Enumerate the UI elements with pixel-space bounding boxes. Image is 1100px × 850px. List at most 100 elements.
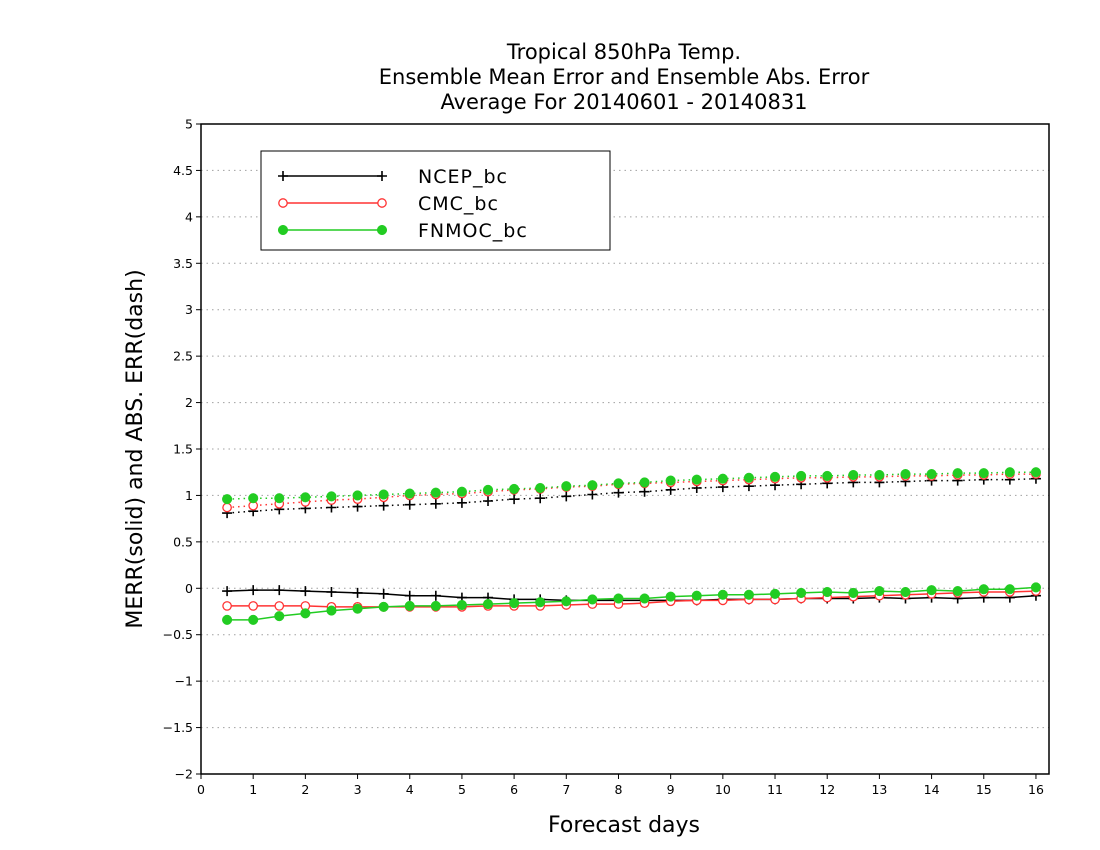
filled-circle-marker	[900, 469, 911, 480]
filled-circle-marker	[456, 486, 467, 497]
open-circle-marker	[222, 502, 232, 513]
plus-marker	[404, 590, 415, 601]
filled-circle-marker	[717, 473, 728, 484]
filled-circle-marker	[509, 483, 520, 494]
filled-circle-marker	[535, 597, 546, 608]
filled-circle-marker	[639, 593, 650, 604]
legend-label: CMC_bc	[418, 193, 499, 215]
filled-circle-marker	[978, 468, 989, 479]
legend-entry-fnmoc-bc: FNMOC_bc	[277, 220, 528, 242]
plus-marker	[535, 493, 546, 504]
x-tick-label: 1	[249, 782, 257, 797]
filled-circle-marker	[274, 493, 285, 504]
y-tick-label: 1.5	[173, 442, 193, 457]
open-circle-marker	[222, 601, 232, 611]
y-tick-label: −0.5	[163, 627, 193, 642]
series-layer	[222, 467, 1042, 625]
y-tick-label: 0	[185, 581, 193, 596]
plus-marker	[509, 494, 520, 505]
filled-circle-marker	[248, 493, 259, 504]
x-tick-label: 13	[871, 782, 887, 797]
plus-marker	[222, 586, 233, 597]
open-circle-marker	[377, 198, 387, 208]
filled-circle-marker	[1030, 582, 1042, 593]
filled-circle-marker	[277, 224, 289, 236]
legend-entry-ncep-bc: NCEP_bc	[278, 166, 508, 188]
open-circle-marker	[278, 198, 288, 208]
filled-circle-marker	[952, 468, 963, 479]
legend: NCEP_bc CMC_bc FNMOC_bc	[260, 150, 611, 251]
filled-circle-marker	[376, 224, 388, 236]
x-tick-label: 10	[715, 782, 731, 797]
x-tick-label: 0	[197, 782, 205, 797]
plus-marker	[278, 171, 288, 181]
y-tick-label: 5	[185, 117, 193, 132]
filled-circle-marker	[743, 589, 754, 600]
filled-circle-marker	[561, 596, 572, 607]
filled-circle-marker	[587, 594, 598, 605]
filled-circle-marker	[691, 590, 702, 601]
filled-circle-marker	[639, 477, 650, 488]
x-axis-label: Forecast days	[548, 813, 700, 838]
filled-circle-marker	[482, 484, 494, 495]
filled-circle-marker	[796, 470, 807, 481]
filled-circle-marker	[796, 587, 807, 598]
plus-marker	[483, 496, 494, 506]
y-tick-label: 0.5	[173, 534, 193, 549]
filled-circle-marker	[326, 491, 337, 502]
x-tick-label: 12	[819, 782, 835, 797]
plus-marker	[378, 588, 389, 599]
plus-marker	[456, 497, 467, 508]
title-line-3: Average For 20140601 - 20140831	[440, 90, 807, 114]
open-circle-marker	[274, 601, 285, 611]
plus-marker	[561, 491, 572, 502]
legend-label: NCEP_bc	[418, 166, 508, 188]
filled-circle-marker	[1030, 467, 1042, 478]
filled-circle-marker	[300, 492, 311, 503]
filled-circle-marker	[978, 584, 989, 595]
filled-circle-marker	[1004, 467, 1015, 478]
series-fnmoc-bc	[222, 467, 1042, 625]
filled-circle-marker	[456, 599, 467, 611]
filled-circle-marker	[404, 488, 415, 499]
x-tick-label: 3	[354, 782, 362, 797]
y-tick-label: −1.5	[163, 720, 193, 735]
plus-marker	[430, 498, 441, 509]
plus-marker	[639, 486, 650, 497]
filled-circle-marker	[874, 469, 885, 481]
x-tick-label: 6	[510, 782, 518, 797]
y-tick-label: 2	[185, 395, 193, 410]
open-circle-marker	[248, 601, 259, 611]
abs-err-line	[227, 473, 1036, 509]
plus-marker	[377, 171, 387, 181]
y-tick-label: 4.5	[173, 163, 193, 178]
x-tick-label: 8	[615, 782, 623, 797]
filled-circle-marker	[326, 605, 337, 616]
x-tick-label: 7	[562, 782, 570, 797]
filled-circle-marker	[404, 600, 415, 611]
y-tick-label: −1	[175, 674, 193, 689]
filled-circle-marker	[482, 599, 494, 610]
plus-marker	[274, 585, 285, 596]
y-tick-label: 4	[185, 209, 193, 224]
filled-circle-marker	[352, 490, 363, 501]
y-tick-label: −2	[175, 767, 193, 782]
y-tick-label: 3	[185, 302, 193, 317]
filled-circle-marker	[743, 472, 754, 483]
plus-marker	[378, 500, 389, 511]
chart-title: Tropical 850hPa Temp. Ensemble Mean Erro…	[379, 40, 870, 114]
filled-circle-marker	[222, 494, 233, 505]
filled-circle-marker	[769, 588, 781, 599]
filled-circle-marker	[430, 600, 441, 611]
y-tick-label: 3.5	[173, 256, 193, 271]
series-cmc-bc	[222, 469, 1041, 612]
filled-circle-marker	[300, 608, 311, 619]
legend-entry-cmc-bc: CMC_bc	[278, 193, 499, 215]
filled-circle-marker	[665, 591, 676, 602]
legend-label: FNMOC_bc	[418, 220, 528, 242]
filled-circle-marker	[561, 481, 572, 492]
plus-marker	[300, 586, 311, 597]
x-tick-label: 5	[458, 782, 466, 797]
plus-marker	[352, 587, 363, 598]
